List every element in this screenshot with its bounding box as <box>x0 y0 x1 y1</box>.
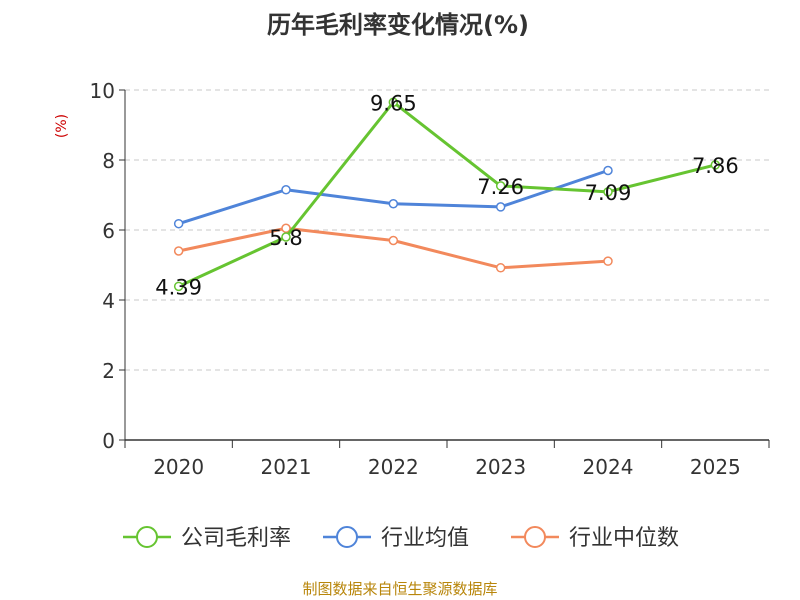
legend-label-1: 行业均值 <box>381 526 469 551</box>
y-tick-label-2: 2 <box>102 359 115 383</box>
series-0-point-2022 <box>388 97 399 107</box>
legend-marker-2 <box>524 526 546 548</box>
gridlines <box>125 89 769 371</box>
legend-label-2: 行业中位数 <box>569 526 679 551</box>
series-0-point-2023 <box>495 181 506 191</box>
y-tick-label-10: 10 <box>90 79 115 103</box>
series-2-point-2022 <box>388 235 399 246</box>
x-tick-label-2020: 2020 <box>153 455 204 479</box>
series-1-point-2020 <box>173 218 184 229</box>
series-1-point-2024 <box>603 165 613 176</box>
x-tick-label-2024: 2024 <box>583 455 634 479</box>
series-2-point-2020 <box>173 246 184 256</box>
series-line-2 <box>178 226 609 270</box>
data-label-2023: 7.26 <box>477 175 524 199</box>
legend-label-0: 公司毛利率 <box>181 526 291 551</box>
data-label-2020: 4.39 <box>155 275 202 299</box>
data-label-2024: 7.09 <box>585 181 632 205</box>
series-1-point-2021 <box>281 185 291 195</box>
x-tick-label-2022: 2022 <box>368 455 419 479</box>
series-2-point-2024 <box>603 256 613 266</box>
x-tick-label-2023: 2023 <box>475 455 526 479</box>
axes: 0 2 4 6 8 10 2020 2021 2022 2023 2024 2025 <box>90 79 770 479</box>
series-0-point-2020 <box>173 281 184 292</box>
y-tick-label-4: 4 <box>102 289 115 313</box>
series-line-1 <box>178 169 609 226</box>
x-tick-label-2025: 2025 <box>690 455 741 479</box>
series-line-0 <box>178 100 716 288</box>
series-0-point-2025 <box>710 160 721 170</box>
y-axis-label: (%) <box>54 114 70 138</box>
source-note: 制图数据来自恒生聚源数据库 <box>302 580 497 598</box>
series-2-point-2023 <box>495 263 506 273</box>
data-label-2025: 7.86 <box>692 154 739 178</box>
legend: 公司毛利率 行业均值 行业中位数 <box>123 526 679 551</box>
series-0-point-2021 <box>281 232 291 242</box>
legend-marker-0 <box>136 526 158 548</box>
legend-marker-1 <box>336 526 358 548</box>
chart-title: 历年毛利率变化情况(%) <box>267 11 529 39</box>
series-0-point-2024 <box>603 187 613 197</box>
data-label-2022: 9.65 <box>370 91 417 115</box>
x-tick-label-2021: 2021 <box>261 455 312 479</box>
y-tick-label-0: 0 <box>102 429 115 453</box>
y-tick-label-6: 6 <box>102 219 115 243</box>
data-label-2021: 5.8 <box>269 226 302 250</box>
series-1-point-2022 <box>388 199 399 209</box>
series-1-point-2023 <box>495 202 506 212</box>
y-tick-label-8: 8 <box>102 149 115 173</box>
data-labels: 4.39 5.8 9.65 7.26 7.09 7.86 <box>155 91 738 299</box>
series-group <box>173 97 721 292</box>
